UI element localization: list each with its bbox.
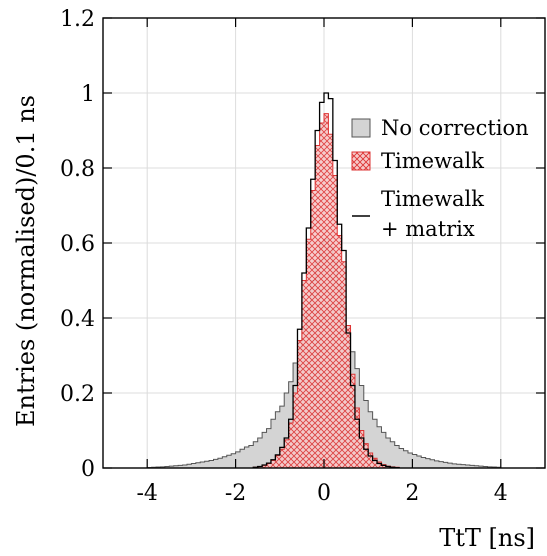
y-tick-label-5: 1 <box>81 82 95 107</box>
y-tick-label-3: 0.6 <box>60 232 95 257</box>
x-tick-label-0: -4 <box>136 481 157 506</box>
x-tick-label-4: 4 <box>494 481 508 506</box>
y-tick-label-1: 0.2 <box>60 382 95 407</box>
x-axis-label: TtT [ns] <box>439 524 535 552</box>
y-axis-label: Entries (normalised)/0.1 ns <box>12 95 40 427</box>
legend-label-timewalk-matrix-line-1: + matrix <box>381 217 475 241</box>
ticks: -4 -2 0 2 4 0 0.2 0.4 0.6 0.8 1 1.2 <box>60 7 545 506</box>
legend-swatch-no-correction <box>351 118 371 138</box>
x-tick-label-3: 2 <box>405 481 419 506</box>
series-timewalk-matrix <box>252 92 400 469</box>
legend-label-no-correction: No correction <box>381 116 529 140</box>
y-tick-label-2: 0.4 <box>60 307 95 332</box>
x-tick-label-1: -2 <box>225 481 246 506</box>
hist-timewalk-matrix <box>252 92 400 469</box>
legend-swatch-timewalk <box>351 151 371 171</box>
y-tick-label-4: 0.8 <box>60 157 95 182</box>
x-tick-label-2: 0 <box>317 481 331 506</box>
legend-label-timewalk-matrix: Timewalk + matrix <box>381 187 484 241</box>
legend-label-timewalk-matrix-line-0: Timewalk <box>381 187 484 211</box>
y-tick-label-6: 1.2 <box>60 7 95 32</box>
y-tick-label-0: 0 <box>81 457 95 482</box>
legend: No correction Timewalk Timewalk + matrix <box>351 116 529 241</box>
legend-label-timewalk: Timewalk <box>381 149 484 173</box>
